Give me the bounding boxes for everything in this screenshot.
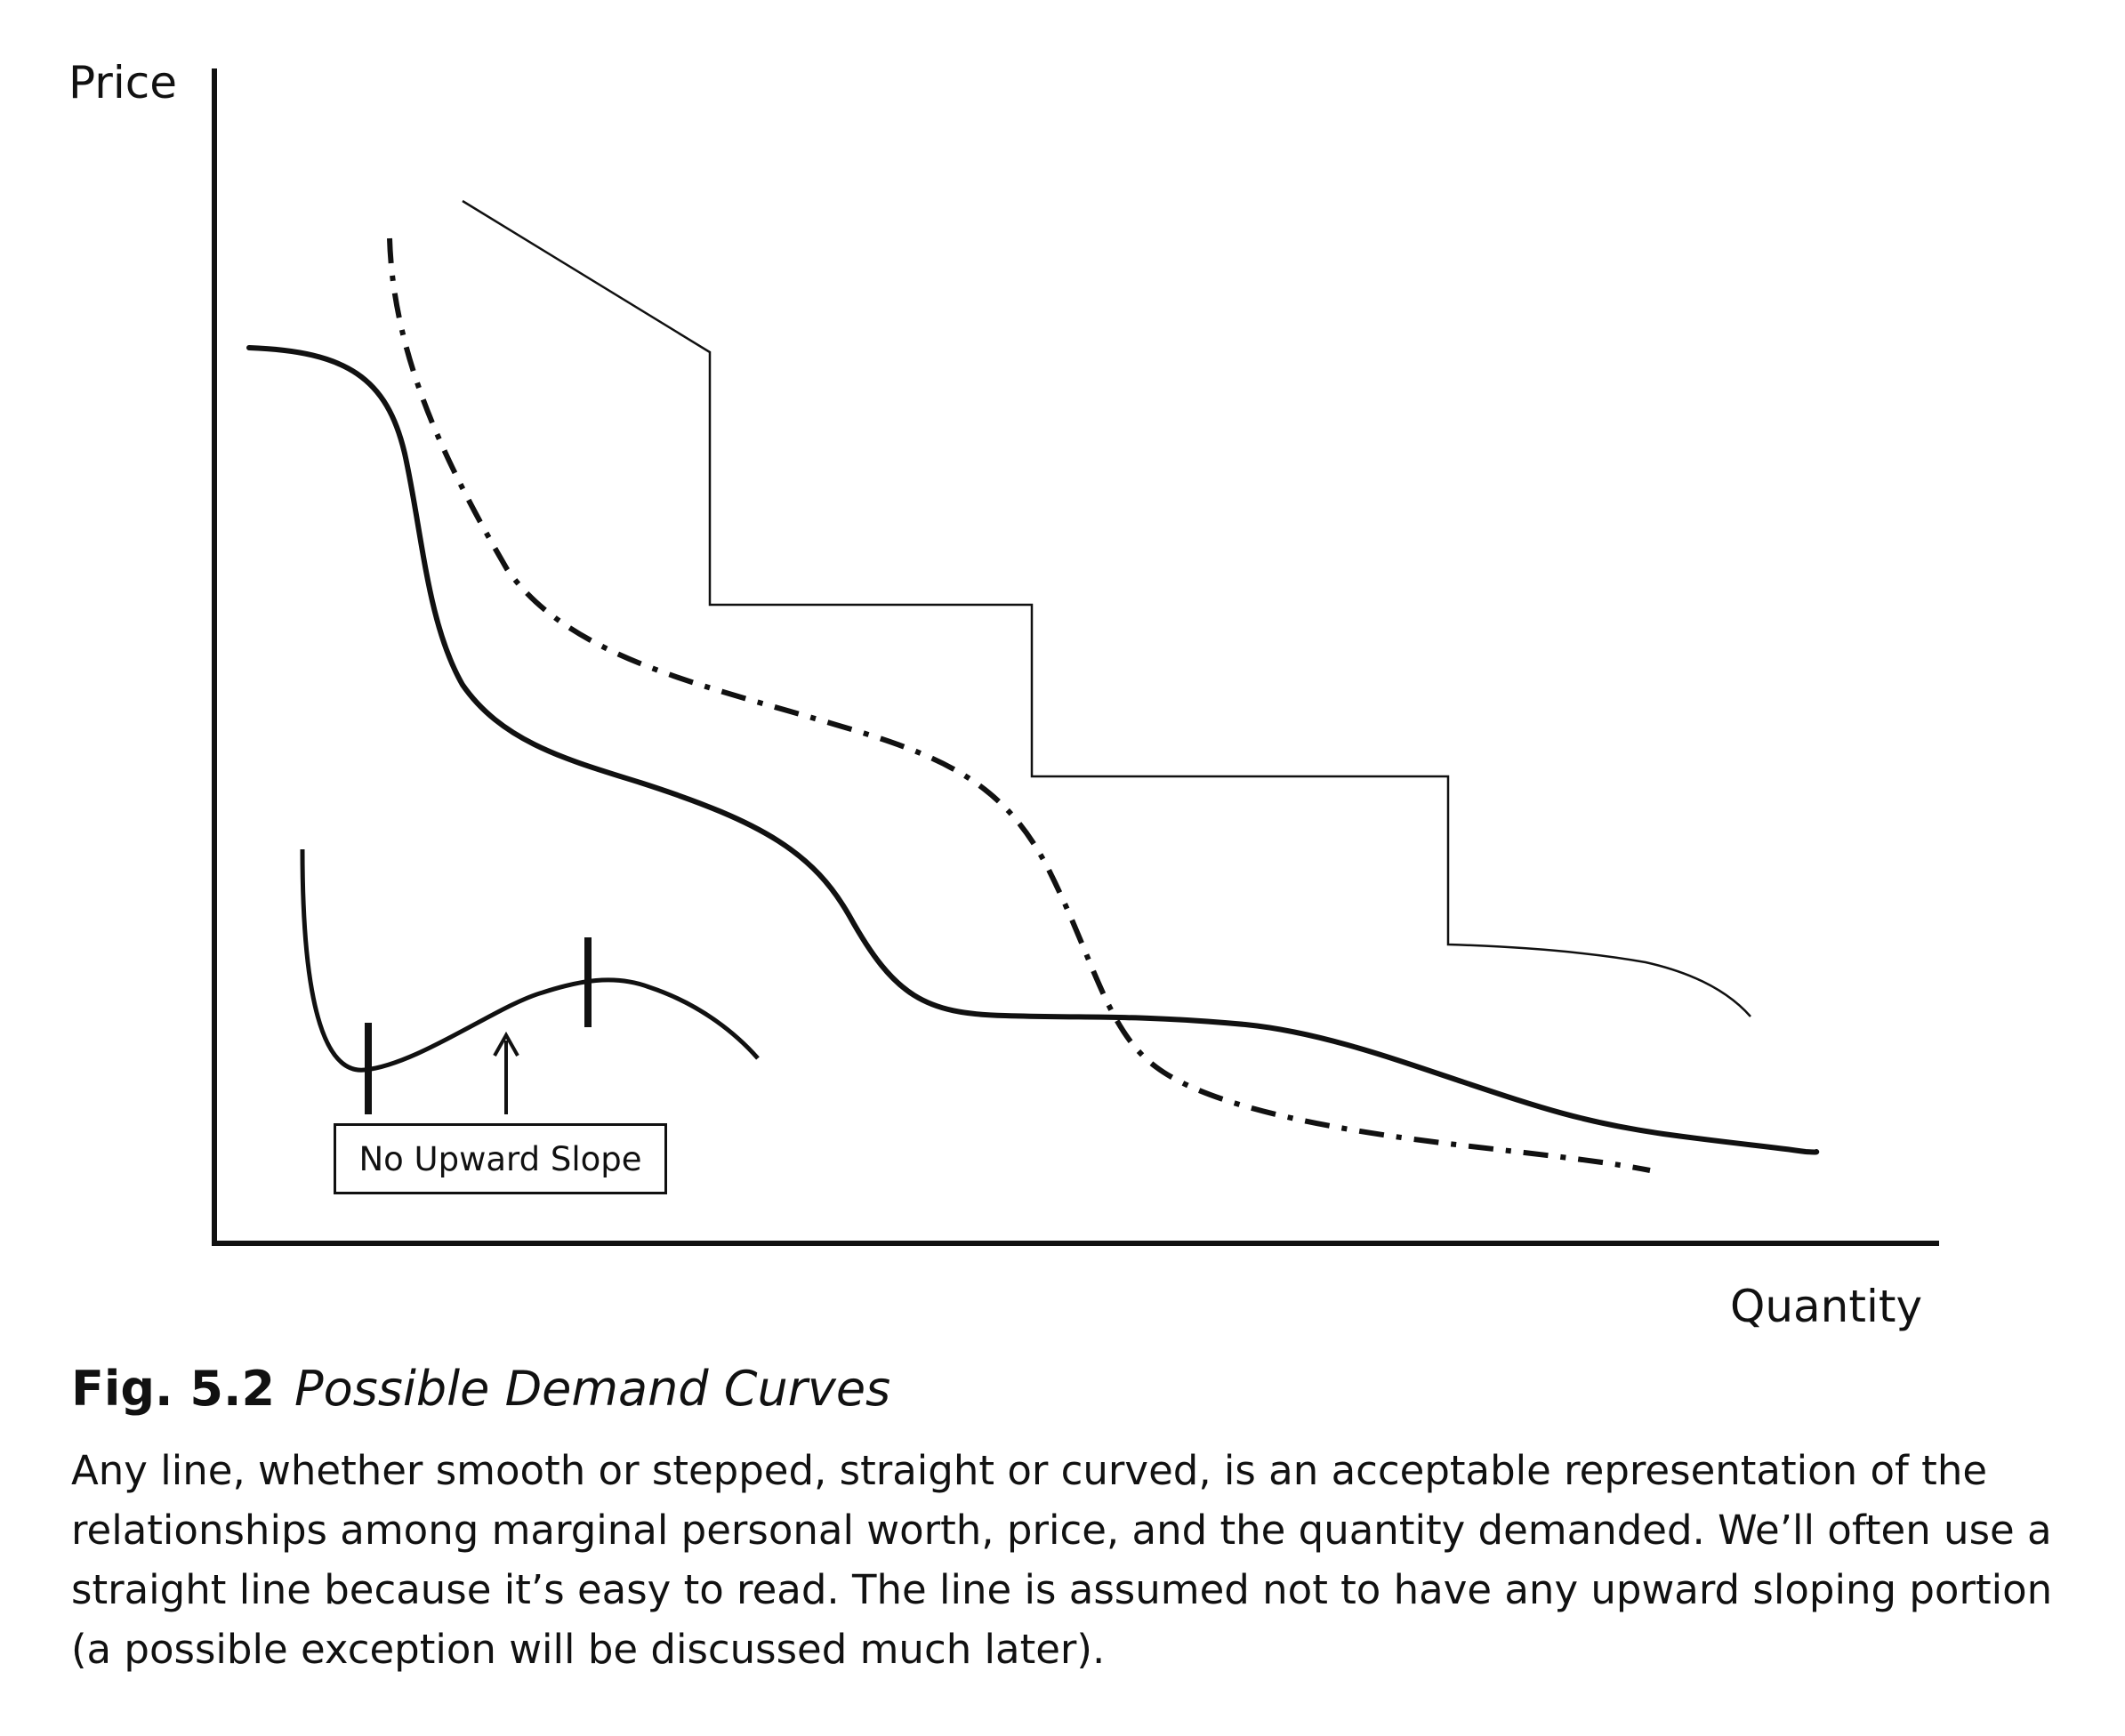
inset-upward-slope-curve	[300, 848, 760, 1073]
callout-label: No Upward Slope	[358, 1139, 642, 1178]
figure-caption-body: Any line, whether smooth or stepped, str…	[71, 1447, 2053, 1673]
demand-curves-diagram: Price Quantity No Upward Slope	[68, 57, 1939, 1332]
smooth-demand-curve	[246, 345, 1820, 1155]
figure-title: Possible Demand Curves	[294, 1361, 891, 1417]
upward-arrow-icon	[493, 1031, 519, 1114]
diagram-canvas	[212, 68, 1939, 1246]
figure-caption-title: Fig. 5.2 Possible Demand Curves	[71, 1361, 890, 1417]
callout-box: No Upward Slope	[334, 1123, 667, 1194]
x-axis-label: Quantity	[1730, 1281, 1923, 1332]
y-axis-label: Price	[68, 57, 177, 108]
stepped-demand-curve	[462, 199, 1751, 1017]
figure-number: Fig. 5.2	[71, 1361, 276, 1417]
dash-dot-demand-curve	[387, 237, 1651, 1173]
